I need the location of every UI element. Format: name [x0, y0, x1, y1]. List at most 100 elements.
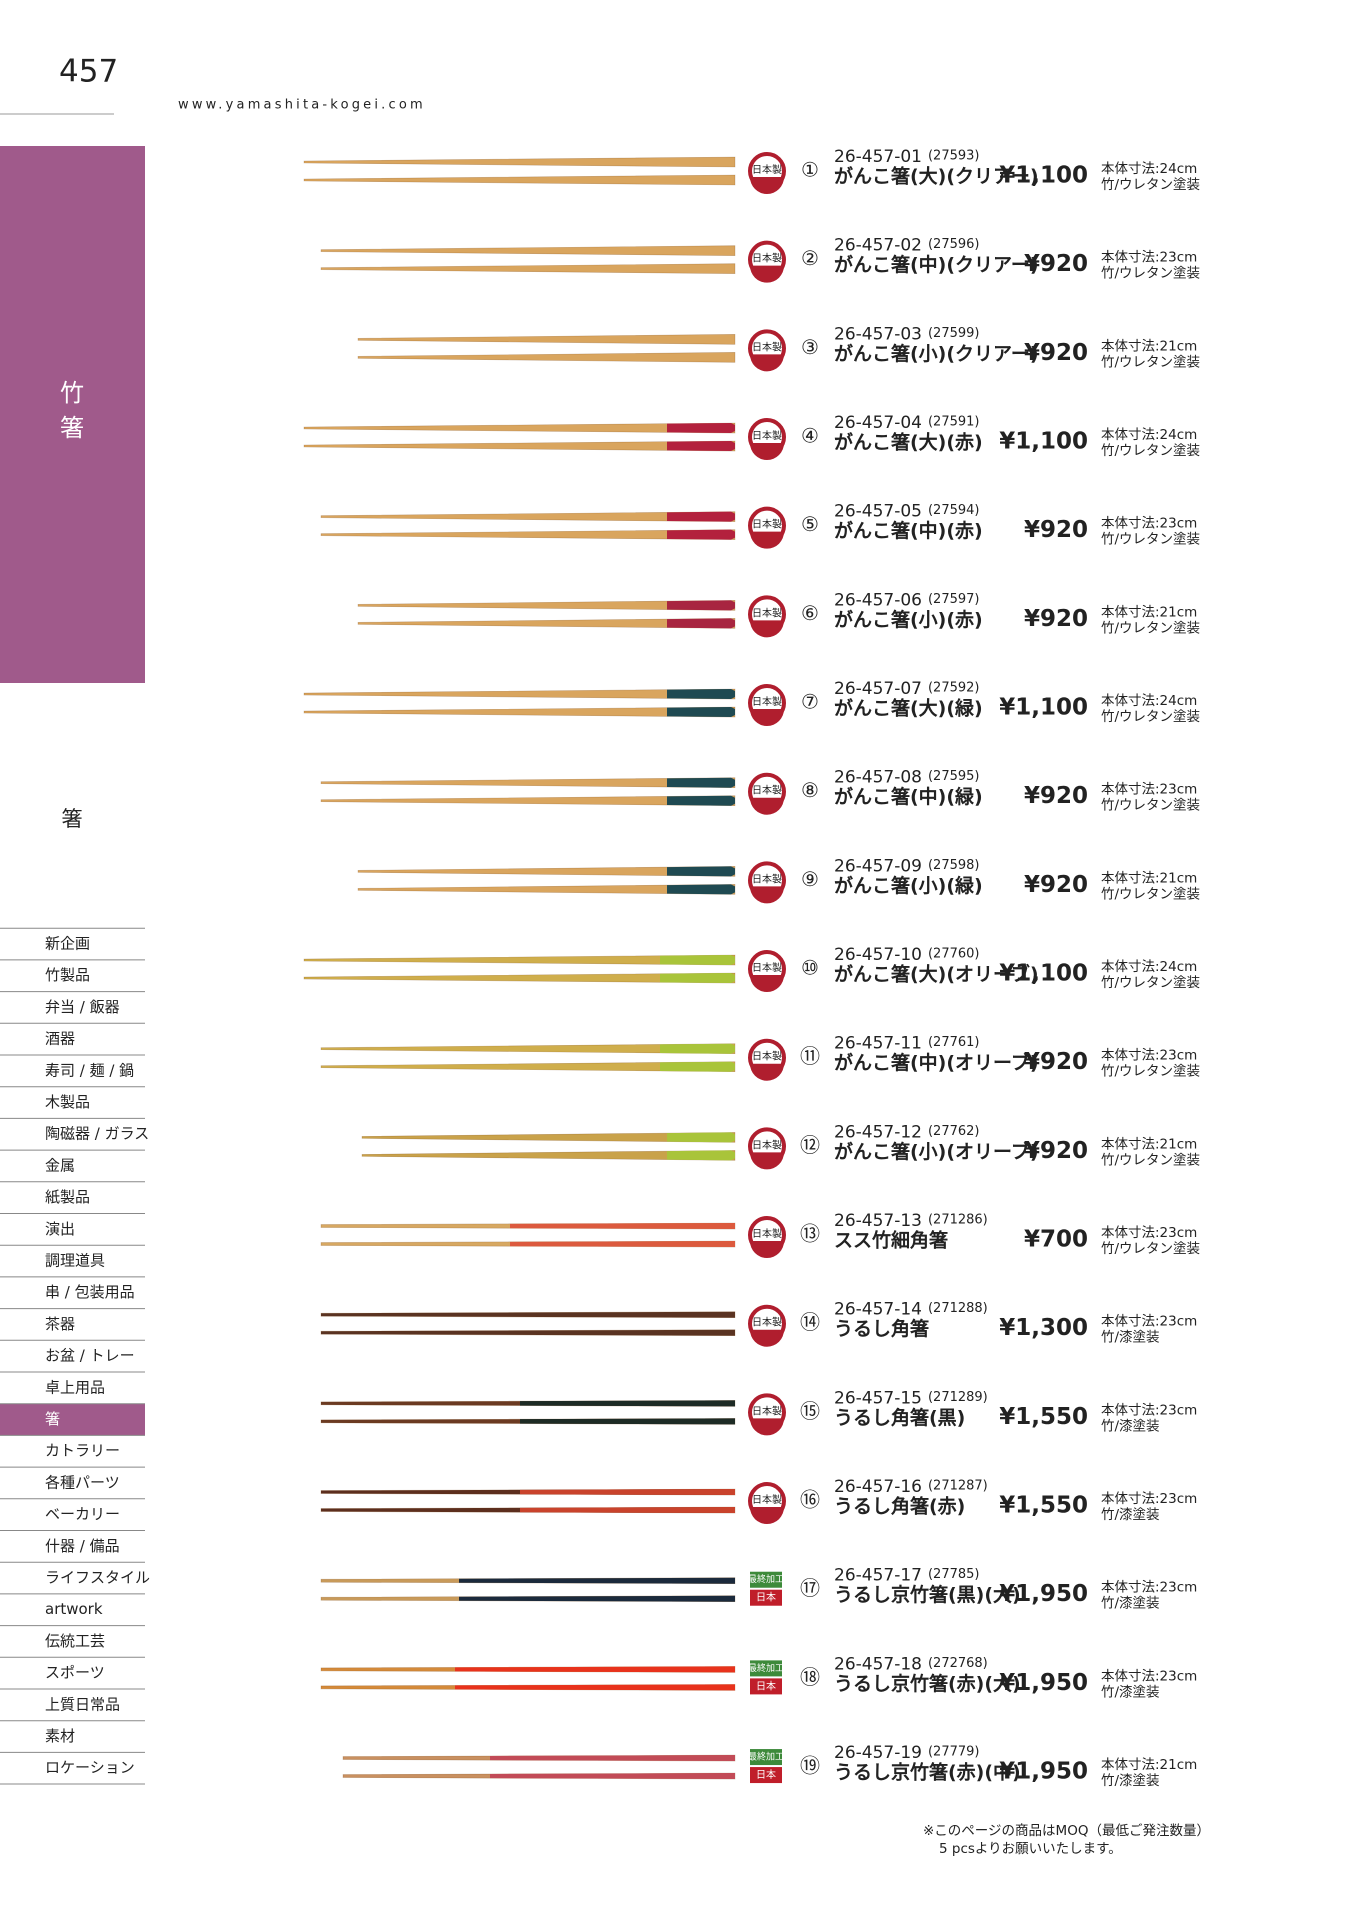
- item-number: ⑧: [801, 778, 819, 802]
- chopstick: [320, 1311, 736, 1319]
- item-price: ¥920: [1024, 783, 1088, 809]
- chopstick-head: [667, 529, 735, 540]
- item-price: ¥920: [1024, 1138, 1088, 1164]
- badge-text: 日本: [756, 1679, 776, 1692]
- item-material: 竹/ウレタン塗装: [1101, 798, 1201, 814]
- item-price: ¥1,550: [999, 1404, 1088, 1430]
- item-price: ¥1,100: [999, 163, 1088, 189]
- origin-badge-band: [750, 443, 784, 461]
- item-subcode: (27597): [928, 592, 980, 607]
- item-number: ⑩: [801, 956, 819, 980]
- origin-badge-text: 日本製: [752, 1493, 782, 1506]
- item-material: 竹/ウレタン塗装: [1101, 886, 1201, 902]
- item-code: 26-457-06: [834, 590, 922, 610]
- chopstick-head: [667, 707, 735, 718]
- product-row: 日本製 ⑯ 26-457-16 (271287)うるし角箸(赤) ¥1,550 本体寸法:…: [320, 1477, 1197, 1525]
- item-subcode: (27785): [928, 1567, 980, 1582]
- chopstick: [320, 795, 736, 806]
- item-size: 本体寸法:23cm: [1101, 250, 1197, 266]
- item-size: 本体寸法:23cm: [1101, 1048, 1197, 1064]
- item-material: 竹/ウレタン塗装: [1101, 620, 1201, 636]
- item-code: 26-457-16: [834, 1477, 922, 1497]
- origin-badge-text: 日本製: [752, 695, 782, 708]
- item-name: がんこ箸(中)(オリーブ): [834, 1051, 1039, 1074]
- badge-green: [750, 1749, 782, 1766]
- item-subcode: (271288): [928, 1301, 988, 1316]
- origin-badge-text: 日本製: [752, 606, 782, 619]
- item-size: 本体寸法:21cm: [1101, 870, 1197, 886]
- item-size: 本体寸法:23cm: [1101, 1668, 1197, 1684]
- item-material: 竹/ウレタン塗装: [1101, 532, 1201, 548]
- item-code: 26-457-02: [834, 236, 922, 256]
- origin-badge-band: [750, 177, 784, 194]
- item-name: がんこ箸(小)(オリーブ): [834, 1140, 1039, 1163]
- menu-item: 什器 / 備品: [45, 1537, 120, 1555]
- item-name: がんこ箸(大)(緑): [834, 697, 983, 720]
- menu-item: 茶器: [45, 1315, 75, 1333]
- item-name: がんこ箸(小)(赤): [834, 608, 983, 631]
- menu-item: 素材: [45, 1727, 75, 1745]
- origin-badge-text: 日本製: [752, 163, 782, 176]
- chopstick-head: [459, 1595, 735, 1602]
- menu-item: 伝統工芸: [45, 1632, 105, 1650]
- menu-item: artwork: [45, 1600, 103, 1618]
- origin-badge-text: 日本製: [752, 1227, 782, 1240]
- item-code: 26-457-15: [834, 1388, 922, 1408]
- item-price: ¥1,100: [999, 695, 1088, 721]
- origin-badge-text: 日本製: [752, 429, 782, 442]
- item-number: ⑪: [800, 1044, 820, 1068]
- item-material: 竹/ウレタン塗装: [1101, 354, 1201, 370]
- item-price: ¥920: [1024, 251, 1088, 277]
- item-subcode: (27596): [928, 237, 980, 252]
- product-row: 日本製 ⑮ 26-457-15 (271289)うるし角箸(黒) ¥1,550 本体寸法:…: [320, 1388, 1197, 1436]
- origin-badge-text: 日本製: [752, 1138, 782, 1151]
- item-number: ⑭: [800, 1310, 820, 1334]
- menu-item: 箸: [45, 1410, 60, 1428]
- menu-item: 木製品: [45, 1093, 90, 1111]
- section-tab: [0, 146, 145, 683]
- chopstick-head: [667, 1132, 735, 1143]
- product-row: 日本製 ① 26-457-01 (27593)がんこ箸(大)(クリアー)¥1,100 本…: [303, 147, 1201, 194]
- section-title: 箸: [60, 414, 84, 442]
- origin-badge-band: [750, 354, 784, 372]
- item-material: 竹/ウレタン塗装: [1101, 709, 1201, 725]
- chopstick: [303, 954, 736, 966]
- item-number: ⑤: [801, 512, 819, 536]
- item-name: がんこ箸(中)(クリアー): [834, 253, 1039, 276]
- item-price: ¥920: [1024, 1049, 1088, 1075]
- menu-item: カトラリー: [45, 1442, 120, 1460]
- product-row: 日本製 ⑬ 26-457-13 (271286)スス竹細角箸 ¥700 本体寸法:23cm…: [320, 1211, 1201, 1259]
- origin-badge-text: 日本製: [752, 961, 782, 974]
- item-price: ¥920: [1024, 872, 1088, 898]
- origin-badge-band: [750, 886, 784, 904]
- item-code: 26-457-07: [834, 679, 922, 699]
- origin-badge-band: [750, 531, 784, 549]
- item-material: 竹/ウレタン塗装: [1101, 443, 1201, 459]
- origin-badge-text: 日本製: [752, 1316, 782, 1329]
- chopstick-head: [667, 884, 735, 895]
- chopstick: [357, 618, 736, 629]
- item-name: うるし京竹箸(赤)(中): [834, 1761, 1021, 1784]
- item-code: 26-457-08: [834, 768, 922, 788]
- origin-badge-band: [750, 709, 784, 727]
- chopstick: [320, 1329, 736, 1337]
- chopstick: [361, 1132, 736, 1143]
- chopstick-head: [667, 511, 735, 522]
- item-code: 26-457-03: [834, 324, 922, 344]
- chopstick-head: [520, 1400, 735, 1407]
- menu-item: 新企画: [45, 935, 90, 953]
- chopstick-head: [510, 1223, 735, 1230]
- item-subcode: (271289): [928, 1390, 988, 1405]
- product-row: 日本製 ③ 26-457-03 (27599)がんこ箸(小)(クリアー)¥920 本体寸…: [357, 324, 1201, 372]
- chopstick-head: [459, 1577, 735, 1584]
- item-subcode: (27594): [928, 503, 980, 518]
- item-name: がんこ箸(小)(クリアー): [834, 342, 1039, 365]
- product-row: 日本製 ⑦ 26-457-07 (27592)がんこ箸(大)(緑) ¥1,100 本体寸法…: [303, 679, 1201, 727]
- item-material: 竹/ウレタン塗装: [1101, 1241, 1201, 1257]
- origin-badge-text: 日本製: [752, 340, 782, 353]
- item-price: ¥1,100: [999, 429, 1088, 455]
- origin-badge-band: [750, 797, 784, 815]
- chopstick-head: [667, 777, 735, 788]
